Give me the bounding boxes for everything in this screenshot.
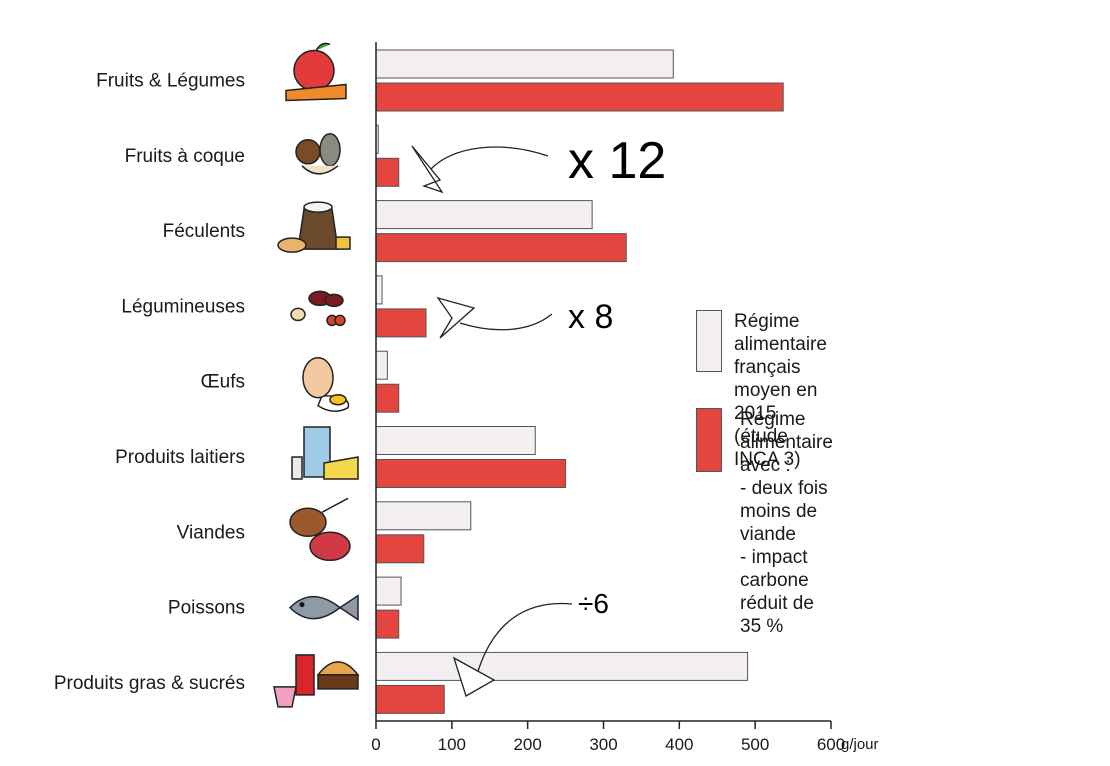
bar-2015-7 [375,576,402,606]
annotation-text: x 12 [568,132,666,190]
bar-reduced-0 [375,82,784,112]
annotations-group: x 12 x 8 ÷6 [411,132,666,697]
bar-reduced-3 [375,308,427,338]
bars-group [375,49,784,714]
legend-entry-reduced: Régime alimentaire avec : - deux fois mo… [696,408,833,638]
category-label: Viandes [177,522,245,543]
annotation-arrow-line [459,313,553,331]
annotation-arrow-head [436,296,476,339]
soda-burger-muffin-icon [273,654,360,708]
x-tick-label: 200 [513,735,541,754]
category-label: Fruits à coque [125,146,245,167]
bar-2015-2 [375,200,593,230]
egg-icon [302,356,350,412]
annotation-arrow-line [475,602,573,679]
bar-reduced-2 [375,233,627,263]
x-tick-label: 400 [665,735,693,754]
bar-2015-8 [375,651,749,681]
category-label: Fruits & Légumes [96,71,245,92]
x-tick-label: 500 [741,735,769,754]
bar-reduced-7 [375,609,400,639]
apple-carrot-icon [285,42,347,102]
chicken-leg-steak-icon [289,497,351,562]
x-tick-label: 0 [371,735,380,754]
bar-2015-3 [375,275,383,305]
bar-reduced-1 [375,157,400,187]
category-label: Légumineuses [121,296,245,317]
annotation-arrow-line [429,146,549,171]
x-tick-label: 600 [817,735,845,754]
annotation-text: x 8 [568,298,613,336]
nuts-icon [295,133,341,175]
annotation-text: ÷6 [578,588,609,619]
bar-2015-0 [375,49,674,79]
legend-entry-2015: Régime alimentaire français moyen en 201… [696,310,827,471]
category-labels-group: Fruits & Légumes Fruits à coque Féculents L… [54,71,245,694]
beans-icon [290,290,346,327]
bar-reduced-6 [375,534,425,564]
bar-2015-6 [375,501,472,531]
category-label: Œufs [201,372,245,393]
icons-group [273,42,360,708]
bar-2015-5 [375,426,536,455]
annotation-arrow-head [411,145,444,194]
bar-reduced-8 [375,684,445,714]
x-tick-label: 300 [589,735,617,754]
bar-reduced-4 [375,383,400,413]
annotation-arrow-head [452,656,496,697]
x-tick-label: 100 [438,735,466,754]
legend-label-reduced: Régime alimentaire avec : - deux fois mo… [740,409,833,637]
bar-2015-4 [375,350,388,380]
flour-bread-pasta-icon [277,201,351,253]
fish-icon [288,594,359,622]
category-label: Poissons [168,598,245,619]
category-label: Féculents [163,221,245,242]
legend-swatch-2015 [696,310,722,372]
legend-swatch-reduced [696,408,722,472]
legend-label-2015: Régime alimentaire français moyen en 201… [734,311,827,470]
bar-reduced-5 [375,459,567,488]
milk-cheese-icon [291,426,359,480]
category-label: Produits gras & sucrés [54,673,245,694]
category-label: Produits laitiers [115,447,245,468]
x-unit-label: g/jour [841,736,879,753]
